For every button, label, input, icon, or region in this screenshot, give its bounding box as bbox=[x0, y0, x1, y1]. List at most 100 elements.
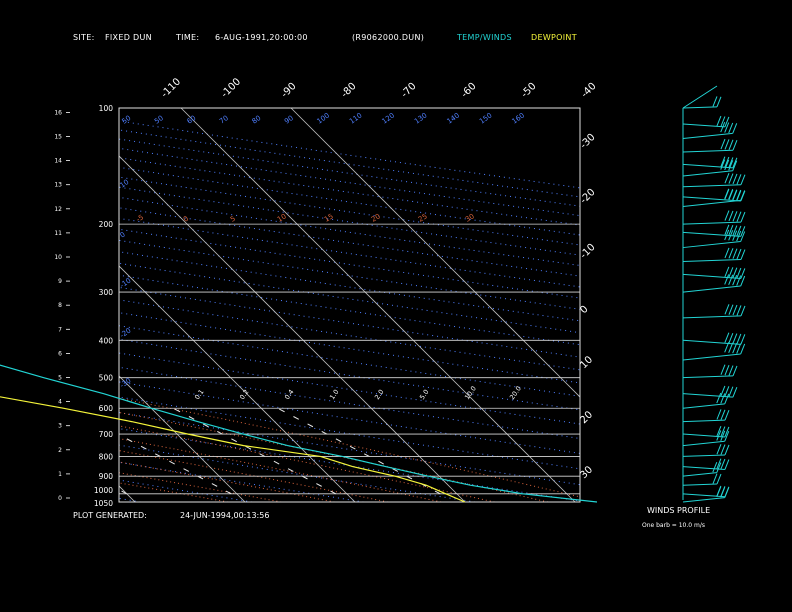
wind-barb-tick bbox=[728, 139, 734, 151]
wind-barb-tick bbox=[716, 392, 722, 404]
dry-adiabat bbox=[119, 251, 580, 322]
dry-adiabat-label: 130 bbox=[413, 111, 429, 125]
moist-adiabat bbox=[119, 411, 549, 502]
wind-barb-tick bbox=[740, 190, 746, 202]
pressure-label: 400 bbox=[99, 336, 114, 345]
isotherm-label-top: -100 bbox=[219, 76, 243, 100]
wind-barb bbox=[682, 231, 741, 237]
wind-barb-tick bbox=[732, 342, 738, 354]
wind-barb-tick bbox=[712, 473, 718, 484]
wind-barb-tick bbox=[716, 462, 722, 473]
plot-area bbox=[0, 108, 580, 502]
height-label: 8 bbox=[58, 302, 62, 309]
wind-barb-tick bbox=[716, 409, 722, 420]
dry-adiabat-label: 10 bbox=[119, 178, 131, 190]
pressure-label: 800 bbox=[99, 452, 114, 461]
wind-barb-tick bbox=[732, 211, 738, 222]
moist-adiabat bbox=[119, 461, 335, 502]
wind-barb-tick bbox=[720, 364, 726, 375]
wind-barb bbox=[682, 273, 741, 279]
wind-barb-tick bbox=[724, 247, 730, 259]
wind-barb-tick bbox=[732, 267, 738, 278]
wind-barb-tick bbox=[728, 189, 734, 200]
wind-barb-tick bbox=[740, 268, 746, 279]
moist-adiabat-label: 0 bbox=[182, 215, 190, 224]
wind-barb-tick bbox=[724, 139, 730, 150]
wind-barb-tick bbox=[720, 430, 726, 442]
wind-barb-tick bbox=[736, 275, 742, 286]
wind-barb bbox=[682, 433, 725, 438]
height-label: 2 bbox=[58, 447, 62, 454]
dry-adiabat-label: 110 bbox=[348, 111, 364, 125]
wind-barb-tick bbox=[728, 173, 734, 184]
wind-barb-tick bbox=[732, 123, 738, 134]
isotherm-label-top: -60 bbox=[459, 81, 478, 100]
wind-barb bbox=[682, 353, 741, 361]
height-label: 15 bbox=[54, 134, 62, 141]
isotherm-line bbox=[119, 375, 246, 502]
height-label: 7 bbox=[58, 326, 62, 333]
wind-barb-tick bbox=[716, 430, 722, 441]
dry-adiabat-label: 90 bbox=[283, 114, 295, 126]
height-label: 10 bbox=[54, 254, 62, 261]
dry-adiabat bbox=[119, 381, 580, 454]
wind-barb-tick bbox=[728, 267, 734, 278]
pressure-label: 300 bbox=[99, 288, 114, 297]
wind-barb bbox=[682, 132, 733, 140]
wind-barb-tick bbox=[740, 343, 746, 355]
pressure-label: 500 bbox=[99, 374, 114, 383]
wind-barb-tick bbox=[724, 393, 730, 405]
site-label: SITE: bbox=[73, 33, 95, 42]
dry-adiabat bbox=[119, 444, 476, 502]
pressure-label: 200 bbox=[99, 220, 114, 229]
isotherm-label-top: -110 bbox=[159, 76, 183, 100]
wind-barb bbox=[682, 339, 741, 345]
dry-adiabat-label: 80 bbox=[251, 114, 263, 126]
dry-adiabat-label: 50 bbox=[121, 114, 133, 126]
wind-barb-tick bbox=[720, 116, 726, 127]
dry-adiabat-label: 100 bbox=[316, 111, 332, 125]
wind-barb-tick bbox=[740, 275, 746, 287]
pressure-label: 700 bbox=[99, 430, 114, 439]
dry-adiabat bbox=[119, 428, 580, 502]
wind-barb-tick bbox=[736, 267, 742, 279]
site-value: FIXED DUN bbox=[105, 33, 152, 42]
wind-barb-tick bbox=[732, 189, 738, 201]
height-label: 5 bbox=[58, 375, 62, 382]
wind-barb-tick bbox=[740, 334, 746, 345]
moist-adiabat bbox=[119, 438, 442, 502]
wind-barb bbox=[682, 199, 741, 207]
wind-barb-tick bbox=[720, 486, 726, 497]
wind-barb-tick bbox=[720, 409, 726, 420]
wind-barb bbox=[682, 419, 725, 423]
wind-barb-tick bbox=[724, 386, 730, 397]
isotherm-label-top: -80 bbox=[339, 81, 358, 100]
wind-barb-tick bbox=[740, 305, 746, 317]
wind-barb-tick bbox=[732, 157, 738, 169]
wind-barb-tick bbox=[732, 160, 738, 171]
mixing-ratio-label: 0.1 bbox=[193, 388, 205, 401]
wind-barb-tick bbox=[728, 332, 734, 344]
wind-barb-tick bbox=[732, 225, 738, 236]
wind-barb-tick bbox=[724, 364, 730, 376]
wind-barb-tick bbox=[724, 224, 730, 235]
dry-adiabat-label: 0 bbox=[119, 231, 127, 240]
wind-barb bbox=[682, 106, 717, 109]
wind-barb-tick bbox=[716, 473, 722, 485]
wind-barb bbox=[682, 403, 725, 409]
wind-barb-tick bbox=[736, 305, 742, 316]
wind-barb-tick bbox=[728, 248, 734, 259]
isotherm-label-top: -90 bbox=[279, 81, 298, 100]
wind-barb-tick bbox=[724, 431, 730, 442]
mixing-ratio-label: 1.0 bbox=[328, 388, 340, 401]
dry-adiabat bbox=[0, 108, 29, 502]
moist-adiabat-label: 5 bbox=[229, 215, 237, 224]
wind-barb-tick bbox=[720, 385, 726, 397]
wind-barb-tick bbox=[716, 485, 722, 497]
wind-barb-tick bbox=[740, 226, 746, 237]
wind-barb-tick bbox=[728, 365, 734, 376]
wind-barb bbox=[682, 184, 741, 188]
wind-barb-tick bbox=[736, 225, 742, 237]
moist-adiabat bbox=[119, 425, 495, 502]
winds-profile-title: WINDS PROFILE bbox=[647, 506, 711, 515]
